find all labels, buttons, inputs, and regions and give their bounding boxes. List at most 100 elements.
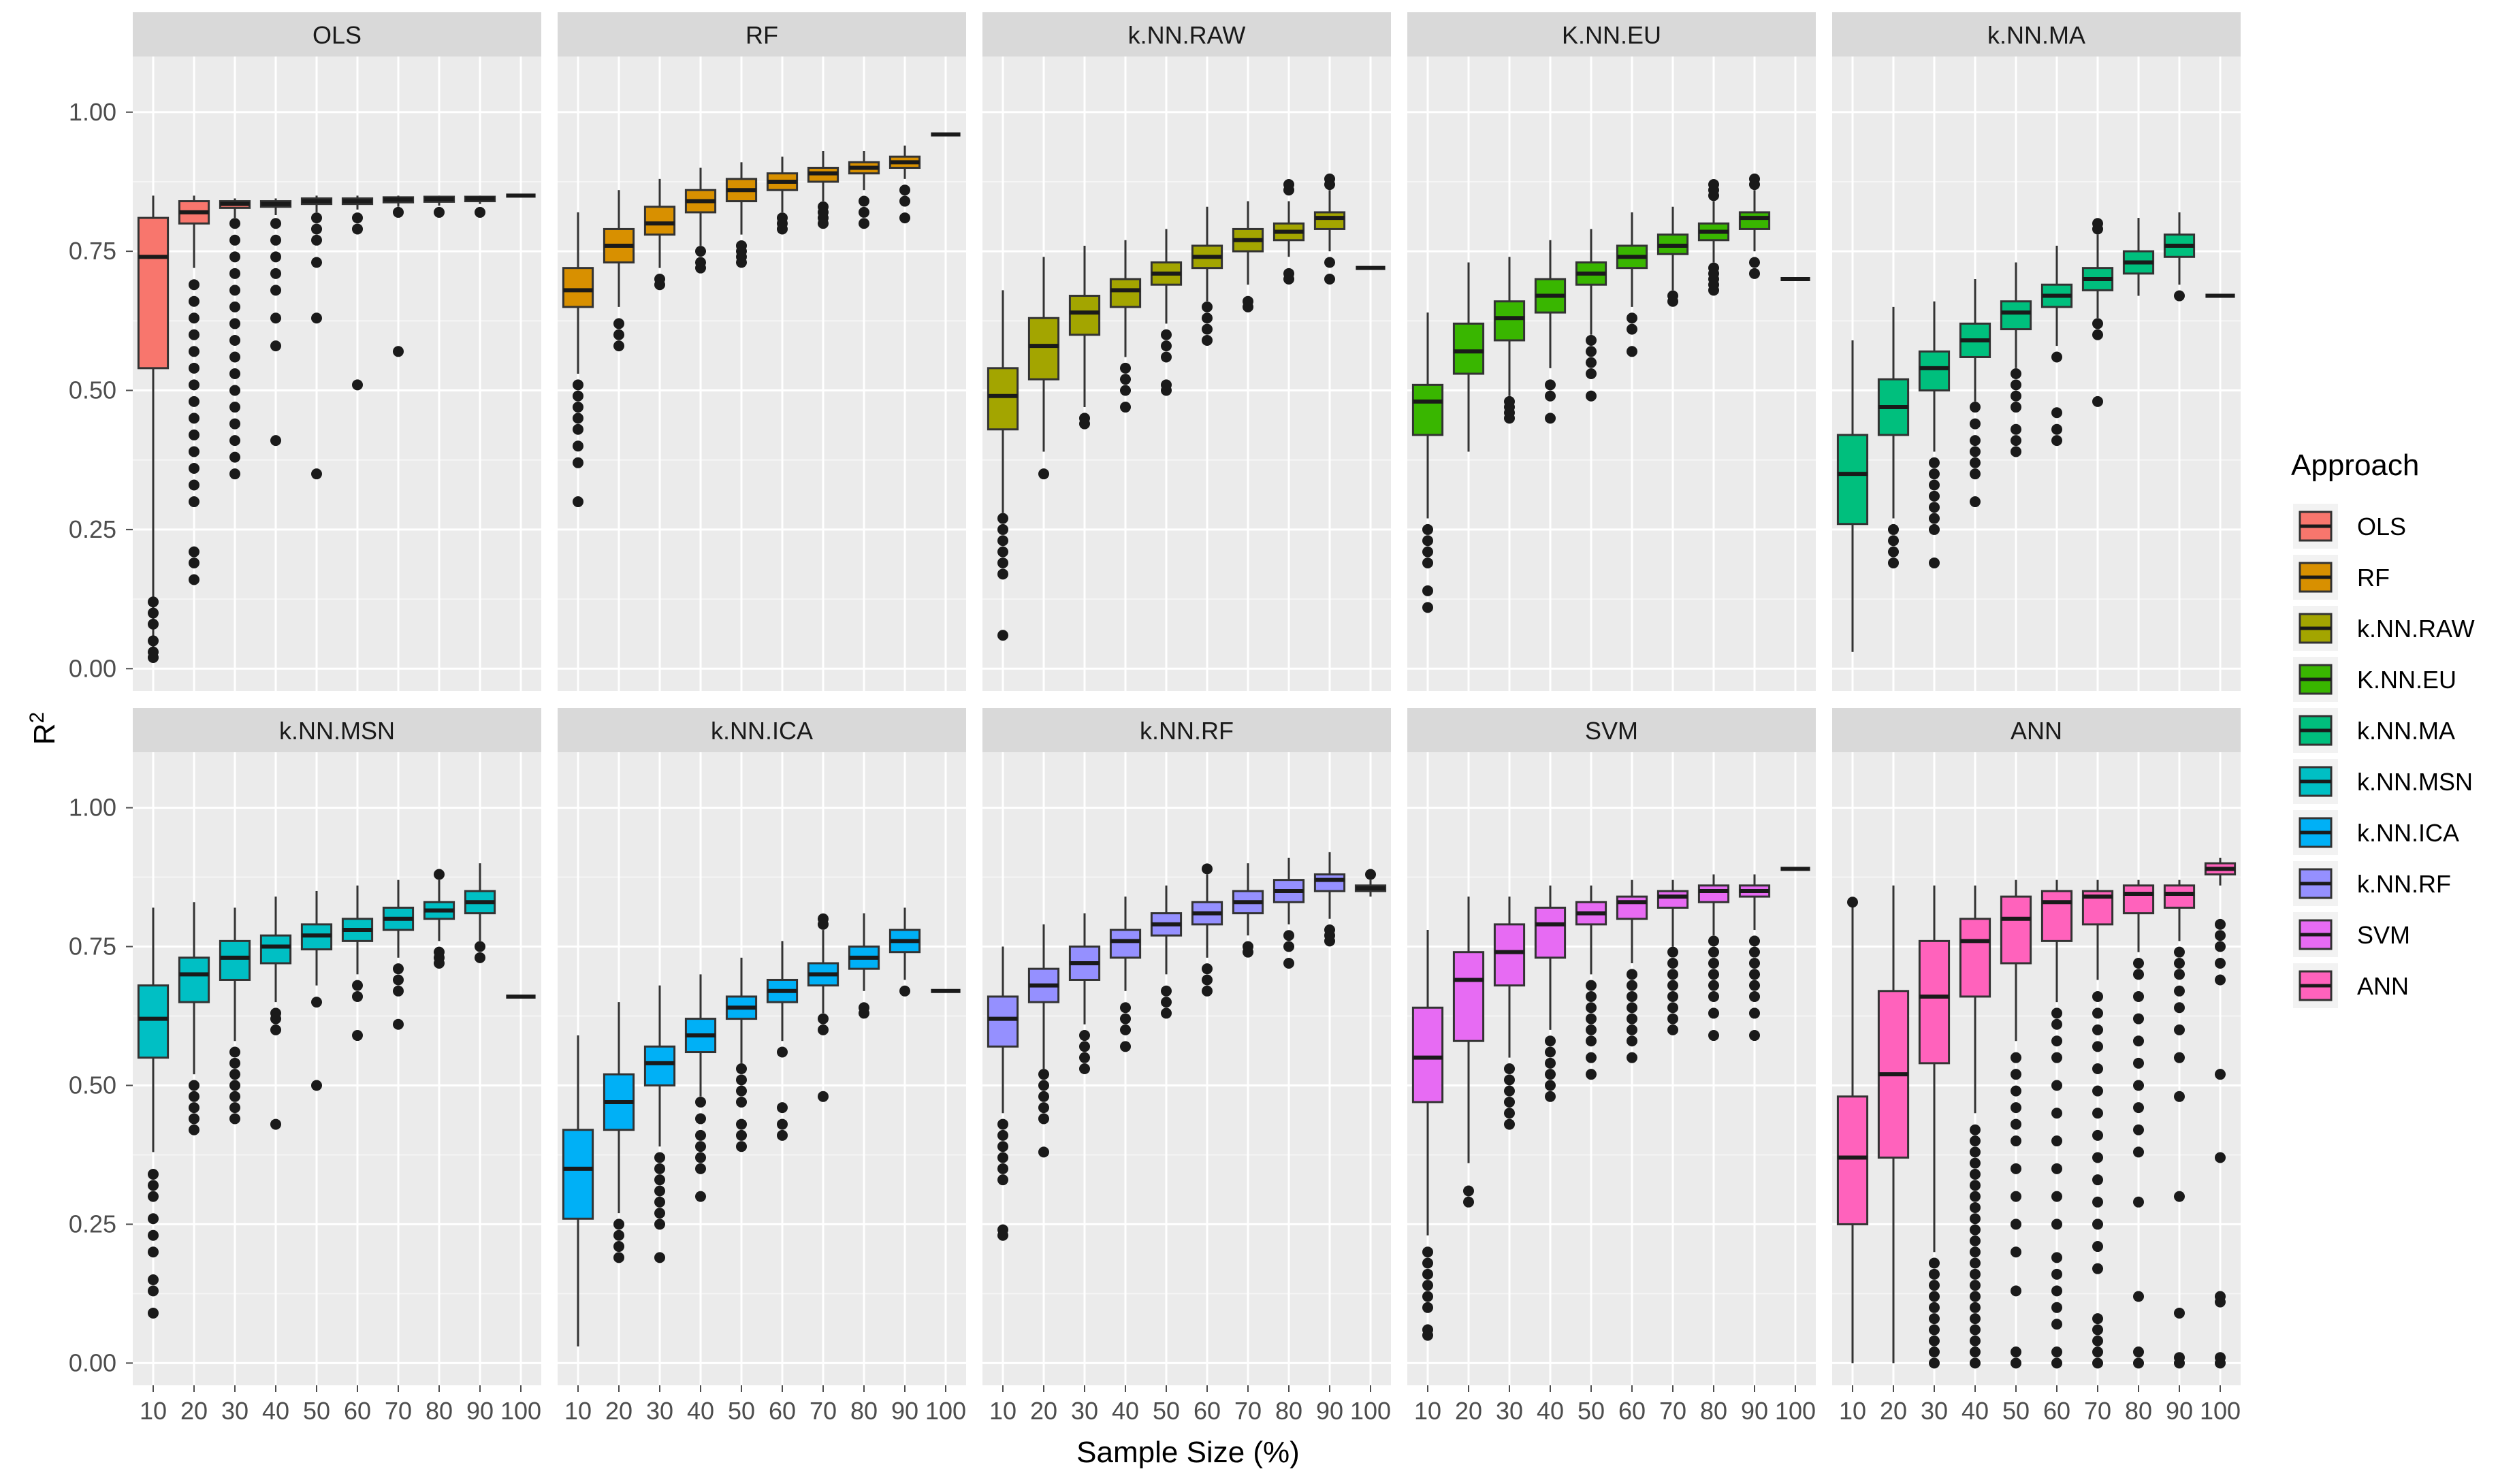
outlier-point (475, 952, 485, 963)
legend-item-k-nn-eu: K.NN.EU (2293, 657, 2456, 702)
box-iqr (987, 367, 1019, 431)
x-tick-label: 90 (1316, 1397, 1343, 1425)
box-70 (1232, 863, 1264, 958)
outlier-point (434, 206, 445, 218)
outlier-point (2011, 1246, 2021, 1258)
outlier-point (1847, 897, 1858, 908)
outlier-point (1667, 1024, 1678, 1035)
outlier-point (736, 1096, 747, 1108)
outlier-point (229, 1080, 240, 1091)
outlier-point (148, 1246, 159, 1258)
outlier-point (1422, 602, 1433, 613)
outlier-point (1929, 1268, 1940, 1280)
outlier-point (2051, 1108, 2062, 1119)
outlier-point (2011, 1163, 2021, 1174)
outlier-point (2215, 1352, 2226, 1364)
outlier-point (997, 1118, 1008, 1130)
x-tick-label: 20 (1030, 1397, 1057, 1425)
outlier-point (736, 240, 747, 251)
x-tick-label: 20 (605, 1397, 632, 1425)
outlier-point (1422, 557, 1433, 568)
outlier-point (997, 557, 1008, 568)
outlier-point (1970, 1302, 1981, 1313)
outlier-point (2133, 1080, 2144, 1091)
outlier-point (1586, 334, 1597, 346)
x-tick-label: 90 (2166, 1397, 2193, 1425)
outlier-point (1120, 402, 1131, 413)
x-tick-label: 100 (2200, 1397, 2241, 1425)
facet-strip-label: ANN (2011, 717, 2062, 745)
box-20 (603, 190, 635, 352)
outlier-point (1929, 490, 1940, 502)
outlier-point (2011, 402, 2021, 413)
box-10 (137, 195, 170, 663)
outlier-point (695, 1152, 706, 1163)
outlier-point (189, 1113, 199, 1125)
outlier-point (613, 340, 624, 352)
outlier-point (1504, 1085, 1515, 1097)
box-30 (219, 907, 251, 1125)
outlier-point (2051, 1163, 2062, 1174)
outlier-point (2133, 1196, 2144, 1208)
box-60 (341, 885, 374, 1042)
outlier-point (997, 630, 1008, 641)
box-90 (1313, 173, 1346, 285)
outlier-point (695, 246, 706, 257)
panels-container: OLS 0.00 0.25 0.50 0.75 1.00 RF k.NN.RAW K.NN.EU… (69, 12, 2241, 1425)
box-70 (807, 913, 839, 1102)
outlier-point (1283, 941, 1294, 952)
outlier-point (2215, 974, 2226, 986)
outlier-point (1324, 274, 1335, 285)
box-iqr (1411, 1006, 1444, 1103)
outlier-point (189, 557, 199, 568)
outlier-point (654, 1208, 665, 1219)
outlier-point (1929, 523, 1940, 535)
outlier-point (2092, 329, 2103, 340)
outlier-point (1504, 1074, 1515, 1086)
outlier-point (1202, 974, 1213, 986)
outlier-point (1929, 502, 1940, 513)
outlier-point (2133, 1013, 2144, 1025)
x-tick-label: 30 (1496, 1397, 1523, 1425)
panel-k-nn-msn: k.NN.MSN 0.00 0.25 0.50 0.75 1.00 10 20 30 40 50 60… (69, 708, 541, 1425)
outlier-point (270, 340, 281, 352)
box-60 (766, 157, 799, 235)
box-40 (259, 897, 292, 1130)
outlier-point (1202, 312, 1213, 324)
outlier-point (997, 546, 1008, 558)
outlier-point (148, 646, 159, 658)
outlier-point (1038, 1069, 1049, 1080)
outlier-point (2215, 930, 2226, 941)
outlier-point (148, 607, 159, 619)
outlier-point (2215, 1291, 2226, 1302)
outlier-point (1324, 257, 1335, 268)
outlier-point (2174, 946, 2185, 958)
outlier-point (736, 1129, 747, 1141)
outlier-point (777, 212, 788, 224)
outlier-point (1079, 1052, 1090, 1063)
outlier-point (1970, 1169, 1981, 1180)
y-tick-label: 0.50 (69, 1071, 116, 1099)
box-20 (1877, 306, 1910, 568)
x-tick-label: 70 (2084, 1397, 2111, 1425)
outlier-point (270, 1118, 281, 1130)
outlier-point (1929, 479, 1940, 491)
legend-item-label: ANN (2357, 972, 2409, 1000)
outlier-point (1667, 969, 1678, 980)
outlier-point (1422, 1302, 1433, 1313)
outlier-point (2011, 423, 2021, 435)
outlier-point (1586, 1035, 1597, 1047)
outlier-point (2092, 990, 2103, 1002)
outlier-point (818, 1024, 829, 1035)
outlier-point (1283, 268, 1294, 279)
legend-item-label: K.NN.EU (2357, 666, 2456, 694)
box-iqr (643, 206, 676, 236)
outlier-point (1888, 546, 1899, 558)
outlier-point (899, 184, 910, 196)
outlier-point (573, 423, 583, 435)
box-60 (2040, 245, 2073, 447)
outlier-point (2011, 1085, 2021, 1097)
y-tick-label: 0.75 (69, 933, 116, 961)
outlier-point (434, 869, 445, 880)
